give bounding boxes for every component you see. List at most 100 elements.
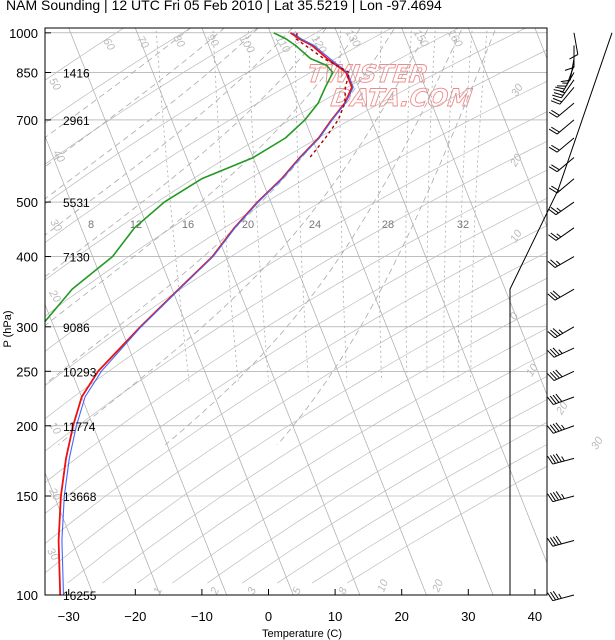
wind-barb-flag — [550, 259, 558, 267]
plot-frame — [44, 27, 548, 596]
moist-adiabat — [45, 28, 293, 236]
x-tick-label: 20 — [394, 609, 408, 624]
wind-barb-staff — [552, 457, 575, 465]
wind-barb-flag — [549, 395, 557, 404]
wind-barb-flag — [551, 126, 560, 133]
wind-barb-flag — [561, 456, 565, 462]
isotherm-line — [602, 28, 615, 595]
isotherm-line — [134, 28, 361, 595]
wind-barb-flag — [551, 164, 560, 171]
x-tick-label: 40 — [528, 609, 542, 624]
wind-barb-flag — [547, 373, 555, 381]
thermodynamic-guide-lines — [45, 28, 615, 595]
dry-adiabat — [45, 49, 547, 352]
isotherm-line — [45, 303, 161, 595]
height-label: 1416 — [63, 67, 90, 81]
wind-barb-flag — [550, 492, 557, 502]
wind-barb-flag — [548, 187, 558, 194]
moist-adiabat — [165, 28, 463, 446]
mixing-ratio-label: 12 — [130, 219, 142, 231]
y-tick-label: 250 — [16, 364, 38, 379]
wind-barb-flag — [547, 396, 554, 405]
wind-barb-flag — [556, 207, 562, 212]
wind-barb-flag — [550, 329, 558, 337]
wind-barb-staff — [556, 119, 575, 135]
guide-number: 80 — [170, 33, 187, 50]
wind-barb-flag — [548, 146, 558, 153]
isotherm-line — [268, 28, 494, 595]
wind-barb — [548, 102, 575, 118]
wind-barb — [560, 58, 575, 83]
wind-barb-flag — [558, 349, 563, 354]
wind-barb-flag — [551, 144, 560, 151]
wind-barb-flag — [556, 233, 562, 238]
height-label: 13668 — [63, 490, 97, 504]
isotherm-line — [201, 28, 427, 595]
wind-barb-flag — [560, 79, 571, 83]
wind-barb-staff — [554, 256, 575, 268]
wind-barb-flag — [552, 590, 559, 600]
wind-barb-flag — [556, 260, 561, 265]
wind-barb-flag — [561, 424, 566, 430]
guide-number: 10 — [375, 577, 391, 594]
dry-adiabat — [45, 197, 547, 514]
guide-number: 3 — [246, 585, 260, 596]
mixing-ratio-label: 32 — [457, 219, 469, 231]
guide-number: 50 — [46, 76, 63, 93]
dry-adiabat — [45, 225, 547, 544]
wind-barb — [547, 256, 575, 268]
guide-number: 30 — [47, 217, 64, 234]
wind-barb-flag — [558, 593, 562, 599]
dry-adiabat — [45, 28, 192, 124]
mixing-ratio-line — [294, 28, 309, 382]
wind-barb-staff — [566, 65, 575, 87]
mixing-ratio-label: 28 — [382, 219, 394, 231]
wind-barb-flag — [547, 260, 556, 268]
wind-barb-flag — [547, 350, 555, 358]
dry-adiabat — [45, 140, 547, 452]
x-tick-label: −20 — [124, 609, 146, 624]
wind-barb-flag — [569, 54, 579, 60]
wind-barb-flag — [549, 348, 558, 357]
wind-barb-flag — [549, 372, 558, 380]
guide-number: 2 — [208, 586, 222, 597]
wind-barb-flag — [552, 94, 562, 99]
wind-barb — [547, 535, 575, 547]
wind-barb-flag — [547, 592, 554, 601]
mixing-ratio-line — [443, 28, 456, 382]
dry-adiabat — [45, 111, 547, 420]
x-axis-label: Temperature (C) — [262, 628, 342, 640]
tick-labels: −30 −20 −10 0 10 20 30 401001502002503004005007… — [9, 26, 542, 624]
wind-barb-staff — [556, 178, 575, 194]
wind-barb-flag — [548, 208, 557, 216]
wind-barb-flag — [552, 328, 561, 336]
wind-barb — [547, 491, 575, 503]
moist-adiabat — [277, 28, 497, 446]
isotherm-line — [401, 28, 547, 396]
wind-barb — [552, 79, 575, 99]
sounding-traces — [45, 32, 354, 595]
guide-number: 20 — [430, 577, 446, 595]
wind-barb-staff — [552, 594, 575, 602]
wind-barb-flag — [548, 234, 557, 241]
guide-number: 100 — [237, 33, 257, 56]
wind-barb-flag — [552, 394, 560, 403]
wind-barb-staff — [560, 79, 575, 99]
wind-barb-flag — [555, 491, 562, 500]
height-label: 16255 — [63, 589, 97, 603]
y-tick-label: 100 — [16, 588, 38, 603]
wind-barb-flag — [555, 86, 565, 90]
wind-barb-flag — [547, 293, 556, 301]
wind-barb-flag — [552, 347, 560, 356]
wind-barb-staff — [553, 370, 575, 382]
height-label: 10293 — [63, 365, 97, 379]
wind-barb — [547, 453, 575, 465]
wind-barb — [547, 326, 575, 339]
guide-number: 30 — [589, 434, 606, 451]
wind-barb-flag — [552, 290, 561, 298]
moist-adiabat — [45, 28, 396, 385]
isotherm-line — [334, 28, 547, 564]
wind-barb-flag — [547, 331, 556, 339]
wind-barb-staff — [552, 495, 575, 503]
